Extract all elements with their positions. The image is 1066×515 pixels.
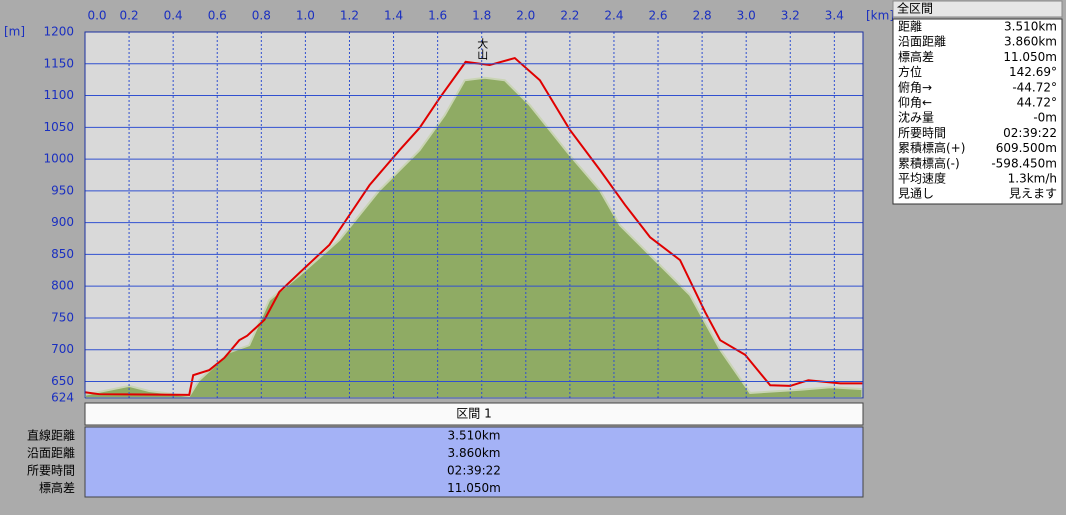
- x-tick-label: 2.0: [516, 9, 535, 23]
- section-header: 区間 1: [456, 407, 491, 421]
- summary-panel: [892, 18, 1063, 205]
- panel-value: 02:39:22: [1003, 126, 1057, 140]
- y-tick-label: 750: [51, 310, 74, 324]
- row-value: 3.510km: [448, 429, 501, 443]
- panel-label: 標高差: [898, 49, 934, 64]
- x-tick-label: 2.4: [604, 9, 623, 23]
- panel-label: 方位: [898, 64, 922, 79]
- panel-value: 44.72°: [1017, 96, 1057, 110]
- section-values-box: [84, 426, 864, 498]
- row-value: 02:39:22: [447, 464, 501, 478]
- x-tick-label: 0.4: [164, 9, 183, 23]
- y-tick-label: 650: [51, 374, 74, 388]
- panel-value: 3.860km: [1004, 35, 1057, 49]
- row-label: 標高差: [39, 480, 75, 495]
- panel-value: 見えます: [1009, 187, 1057, 201]
- panel-label: 見通し: [898, 187, 934, 201]
- x-tick-label: 3.0: [737, 9, 756, 23]
- x-tick-label: 0.8: [252, 9, 271, 23]
- x-tick-label: 0.6: [208, 9, 227, 23]
- row-value: 11.050m: [447, 481, 501, 495]
- y-unit: [m]: [4, 25, 25, 39]
- panel-label: 俯角→: [898, 79, 932, 94]
- y-tick-label: 700: [51, 342, 74, 356]
- x-tick-label: 0.2: [120, 9, 139, 23]
- panel-title: 全区間: [897, 1, 933, 16]
- plot-border: [84, 31, 864, 399]
- y-tick-label: 1200: [43, 25, 74, 39]
- y-tick-label: 1100: [43, 88, 74, 102]
- row-label: 沿面距離: [27, 446, 75, 460]
- x-tick-label: 1.2: [340, 9, 359, 23]
- section-header-box: [84, 402, 864, 426]
- panel-value: 3.510km: [1004, 20, 1057, 34]
- panel-value: 1.3km/h: [1008, 172, 1057, 186]
- peak-label: 大山: [476, 37, 489, 60]
- x-tick-label: 2.8: [693, 9, 712, 23]
- y-tick-label: 1050: [43, 120, 74, 134]
- panel-label: 沿面距離: [898, 35, 946, 49]
- x-tick-label: 2.6: [648, 9, 667, 23]
- panel-label: 沈み量: [898, 110, 934, 125]
- panel-value: 11.050m: [1003, 50, 1057, 64]
- row-label: 所要時間: [27, 464, 75, 478]
- x-tick-label: 3.4: [825, 9, 844, 23]
- panel-value: 142.69°: [1009, 65, 1057, 79]
- y-tick-label: 850: [51, 247, 74, 261]
- panel-label: 距離: [898, 20, 922, 34]
- x-tick-label: 2.2: [560, 9, 579, 23]
- panel-value: -0m: [1033, 111, 1057, 125]
- y-tick-label: 1000: [43, 152, 74, 166]
- panel-title-box: [892, 0, 1063, 18]
- y-tick-label: 800: [51, 279, 74, 293]
- panel-label: 仰角←: [898, 95, 932, 110]
- panel-label: 累積標高(+): [898, 140, 965, 155]
- row-value: 3.860km: [448, 446, 501, 460]
- y-tick-label: 624: [51, 391, 74, 405]
- panel-label: 所要時間: [898, 126, 946, 140]
- y-tick-label: 950: [51, 183, 74, 197]
- x-unit: [km]: [866, 9, 894, 23]
- row-label: 直線距離: [27, 428, 75, 443]
- route-line: [84, 56, 863, 396]
- x-tick-label: 1.4: [384, 9, 403, 23]
- panel-value: -44.72°: [1012, 80, 1057, 94]
- x-tick-label: 1.0: [296, 9, 315, 23]
- x-tick-label: 3.2: [781, 9, 800, 23]
- x-tick-label: 1.6: [428, 9, 447, 23]
- panel-value: 609.500m: [996, 141, 1057, 155]
- y-tick-label: 1150: [43, 56, 74, 70]
- x-tick-label: 0.0: [87, 9, 106, 23]
- panel-value: -598.450m: [991, 156, 1057, 170]
- y-tick-label: 900: [51, 215, 74, 229]
- panel-label: 累積標高(-): [898, 155, 960, 170]
- panel-label: 平均速度: [898, 171, 946, 186]
- x-tick-label: 1.8: [472, 9, 491, 23]
